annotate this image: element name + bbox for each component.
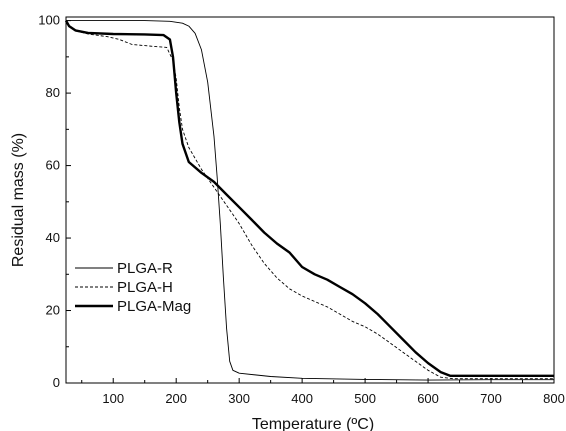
legend-label-plga-mag: PLGA-Mag (117, 298, 191, 315)
x-tick-label: 400 (291, 391, 313, 406)
y-tick-label: 60 (46, 158, 60, 173)
x-tick-label: 100 (102, 391, 124, 406)
y-axis-title: Residual mass (%) (10, 133, 27, 267)
x-axis-ticks: 100 200 300 400 500 600 700 800 (81, 378, 565, 406)
series-layer (64, 20, 554, 381)
x-tick-label: 500 (354, 391, 376, 406)
y-axis-ticks: 0 20 40 60 80 100 (38, 13, 71, 390)
x-tick-label: 200 (165, 391, 187, 406)
x-tick-label: 800 (543, 391, 565, 406)
y-tick-label: 0 (53, 375, 60, 390)
series-line-plga-h (65, 20, 554, 380)
series-line-plga-mag (64, 20, 554, 377)
y-tick-label: 100 (38, 13, 60, 28)
x-axis-title: Temperature (ºC) (252, 416, 374, 431)
legend-label-plga-r: PLGA-R (117, 260, 173, 277)
series-line-plga-r (66, 20, 554, 381)
y-tick-label: 40 (46, 230, 60, 245)
x-tick-label: 300 (228, 391, 250, 406)
plot-area (65, 16, 555, 384)
y-tick-label: 20 (46, 303, 60, 318)
x-tick-label: 600 (417, 391, 439, 406)
y-tick-label: 80 (46, 85, 60, 100)
x-tick-label: 700 (480, 391, 502, 406)
legend-label-plga-h: PLGA-H (117, 279, 173, 296)
legend: PLGA-R PLGA-H PLGA-Mag (75, 260, 191, 315)
